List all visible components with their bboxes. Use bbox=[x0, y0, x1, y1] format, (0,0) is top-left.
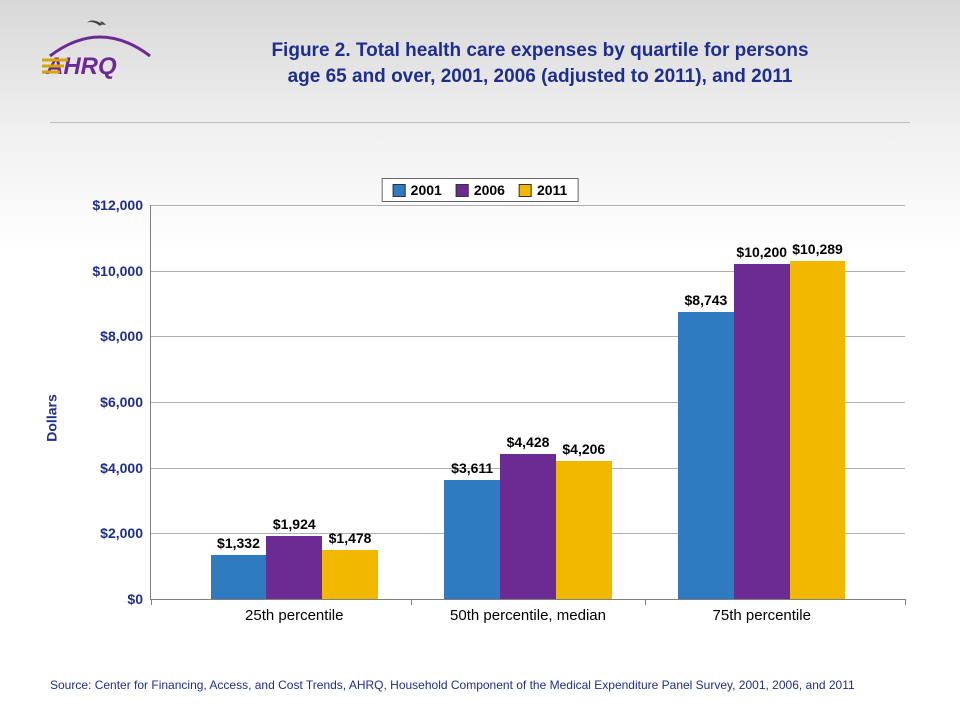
title-line-1: Figure 2. Total health care expenses by … bbox=[271, 40, 808, 61]
x-tick-mark bbox=[151, 599, 152, 605]
y-tick-label: $6,000 bbox=[100, 394, 151, 410]
bar-value-label: $1,332 bbox=[217, 535, 260, 551]
bar-2006-2: $10,200 bbox=[734, 264, 790, 599]
bar-2011-0: $1,478 bbox=[322, 550, 378, 599]
legend-label-2001: 2001 bbox=[411, 182, 442, 198]
bar-value-label: $4,428 bbox=[507, 434, 550, 450]
x-tick-mark bbox=[645, 599, 646, 605]
bar-value-label: $1,924 bbox=[273, 516, 316, 532]
y-tick-label: $12,000 bbox=[92, 197, 151, 213]
y-axis-label: Dollars bbox=[44, 394, 60, 441]
bar-2011-1: $4,206 bbox=[556, 461, 612, 599]
bar-value-label: $10,200 bbox=[736, 244, 787, 260]
x-tick-label: 75th percentile bbox=[713, 607, 811, 624]
bar-2011-2: $10,289 bbox=[790, 261, 846, 599]
legend-item-2011: 2011 bbox=[519, 182, 567, 198]
bar-2001-0: $1,332 bbox=[211, 555, 267, 599]
legend-label-2006: 2006 bbox=[474, 182, 505, 198]
x-tick-mark bbox=[905, 599, 906, 605]
grid-line bbox=[151, 205, 905, 206]
legend-swatch-2006 bbox=[456, 184, 469, 197]
legend-swatch-2011 bbox=[519, 184, 532, 197]
y-tick-label: $4,000 bbox=[100, 460, 151, 476]
chart-legend: 2001 2006 2011 bbox=[382, 178, 579, 202]
legend-item-2006: 2006 bbox=[456, 182, 505, 198]
chart-area: Dollars $0$2,000$4,000$6,000$8,000$10,00… bbox=[60, 205, 905, 630]
figure-title: Figure 2. Total health care expenses by … bbox=[180, 38, 900, 89]
plot-region: $0$2,000$4,000$6,000$8,000$10,000$12,000… bbox=[150, 205, 905, 600]
x-tick-label: 25th percentile bbox=[245, 607, 343, 624]
bar-2006-1: $4,428 bbox=[500, 454, 556, 599]
bar-value-label: $3,611 bbox=[451, 460, 493, 476]
bar-value-label: $4,206 bbox=[562, 441, 605, 457]
ahrq-logo: AHRQ bbox=[40, 18, 160, 88]
y-tick-label: $2,000 bbox=[100, 525, 151, 541]
bar-value-label: $8,743 bbox=[685, 292, 728, 308]
bar-value-label: $1,478 bbox=[329, 530, 372, 546]
y-tick-label: $10,000 bbox=[92, 263, 151, 279]
bar-2001-2: $8,743 bbox=[678, 312, 734, 599]
y-tick-label: $8,000 bbox=[100, 328, 151, 344]
y-tick-label: $0 bbox=[127, 591, 151, 607]
x-tick-label: 50th percentile, median bbox=[450, 607, 606, 624]
legend-label-2011: 2011 bbox=[537, 182, 567, 198]
legend-item-2001: 2001 bbox=[393, 182, 442, 198]
bar-2006-0: $1,924 bbox=[266, 536, 322, 599]
header-divider bbox=[50, 122, 910, 123]
source-citation: Source: Center for Financing, Access, an… bbox=[50, 678, 920, 692]
legend-swatch-2001 bbox=[393, 184, 406, 197]
x-tick-mark bbox=[411, 599, 412, 605]
bar-value-label: $10,289 bbox=[792, 241, 843, 257]
title-line-2: age 65 and over, 2001, 2006 (adjusted to… bbox=[288, 66, 793, 87]
bar-2001-1: $3,611 bbox=[444, 480, 500, 599]
